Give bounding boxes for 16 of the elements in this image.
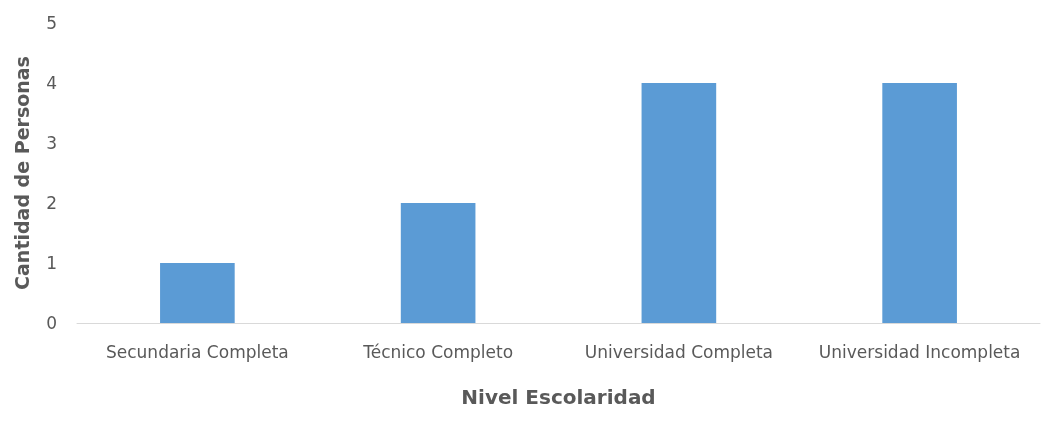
x-tick-label: Técnico Completo <box>362 341 514 362</box>
x-axis-title: Nivel Escolaridad <box>461 385 656 409</box>
bar <box>400 203 476 323</box>
bar <box>160 263 235 323</box>
y-tick-label: 3 <box>46 133 57 153</box>
y-tick-label: 1 <box>46 253 57 273</box>
y-tick-label: 4 <box>46 73 57 93</box>
bar <box>641 83 717 323</box>
x-tick-label: Secundaria Completa <box>105 341 289 362</box>
y-axis-title: Cantidad de Personas <box>10 56 33 290</box>
y-tick-label: 5 <box>46 13 57 33</box>
y-tick-label: 2 <box>46 193 57 213</box>
x-tick-label: Universidad Completa <box>584 341 774 362</box>
bar <box>882 83 957 323</box>
y-tick-label: 0 <box>46 313 57 333</box>
x-tick-label: Universidad Incompleta <box>818 341 1021 362</box>
